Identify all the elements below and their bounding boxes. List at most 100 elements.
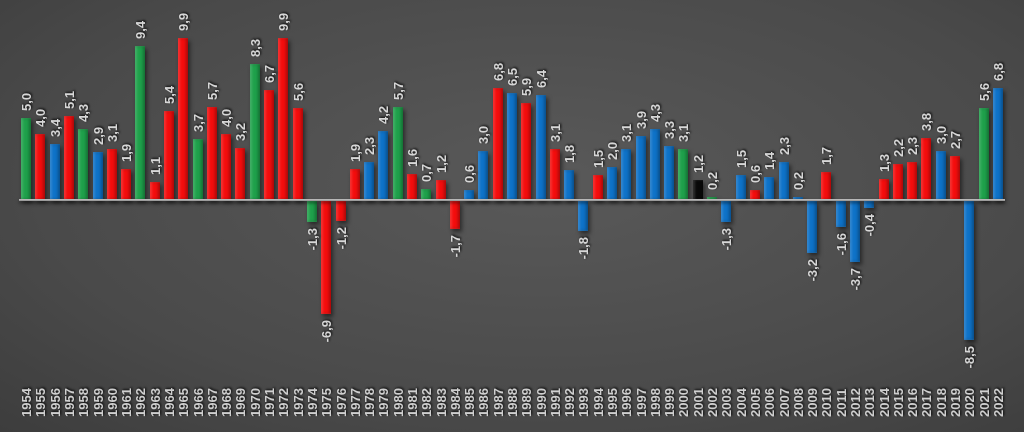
- year-label-1968: 1968: [218, 388, 234, 417]
- value-label-1960: 3,1: [104, 124, 120, 143]
- value-label-1954: 5,0: [18, 92, 34, 111]
- bar-1999: [664, 145, 675, 200]
- value-label-2015: 2,2: [890, 138, 906, 157]
- year-label-1992: 1992: [561, 388, 577, 417]
- value-label-2006: 1,4: [761, 151, 777, 171]
- value-label-1988: 6,5: [504, 68, 520, 87]
- value-label-1958: 4,3: [75, 104, 91, 123]
- year-label-1955: 1955: [32, 388, 48, 417]
- year-label-1985: 1985: [461, 388, 477, 417]
- value-label-2011: -1,6: [833, 233, 849, 256]
- bar-1973: [292, 108, 303, 200]
- value-label-1987: 6,8: [490, 63, 506, 82]
- year-label-1990: 1990: [533, 388, 549, 417]
- year-label-1996: 1996: [618, 388, 634, 417]
- value-label-2012: -3,7: [847, 267, 863, 291]
- value-label-1969: 3,2: [232, 122, 248, 141]
- bar-1981: [406, 173, 417, 200]
- bar-2012: [849, 201, 860, 262]
- bar-2008: [792, 196, 803, 200]
- bar-2010: [821, 172, 832, 200]
- value-label-1993: -1,8: [575, 236, 591, 259]
- bar-2005: [749, 190, 760, 200]
- year-label-2010: 2010: [818, 388, 834, 417]
- value-label-1975: -6,9: [318, 320, 334, 343]
- year-label-1969: 1969: [232, 388, 248, 417]
- value-label-1989: 5,9: [518, 78, 534, 97]
- year-label-2022: 2022: [990, 388, 1006, 417]
- year-label-1994: 1994: [590, 388, 606, 417]
- value-label-1983: 1,2: [433, 155, 449, 174]
- value-label-2008: 0,2: [790, 171, 806, 190]
- bar-1993: [578, 201, 589, 231]
- year-label-1970: 1970: [247, 388, 263, 417]
- bar-1957: [64, 116, 74, 200]
- year-label-1999: 1999: [661, 388, 677, 417]
- year-label-1959: 1959: [90, 388, 106, 417]
- value-label-2013: -0,4: [861, 213, 877, 236]
- year-label-2005: 2005: [747, 388, 763, 417]
- bar-1998: [649, 129, 660, 200]
- bar-2019: [949, 155, 960, 200]
- value-label-1978: 2,3: [361, 137, 377, 156]
- bar-1976: [335, 201, 346, 221]
- value-label-2017: 3,8: [918, 112, 934, 131]
- year-label-1957: 1957: [61, 388, 77, 417]
- bar-1994: [592, 175, 603, 200]
- value-label-2005: 0,6: [747, 165, 763, 184]
- value-label-1997: 3,9: [633, 110, 649, 130]
- bar-2003: [721, 201, 732, 223]
- year-label-1973: 1973: [290, 388, 306, 417]
- bar-2002: [707, 196, 718, 200]
- value-label-1992: 1,8: [561, 145, 577, 164]
- value-label-1994: 1,5: [590, 150, 606, 169]
- year-label-2009: 2009: [804, 388, 820, 417]
- year-label-1965: 1965: [175, 388, 191, 417]
- value-label-1955: 4,0: [32, 109, 48, 128]
- bar-2016: [907, 162, 918, 200]
- year-label-1989: 1989: [518, 388, 534, 417]
- value-label-2016: 2,3: [904, 137, 920, 156]
- bar-2020: [964, 201, 975, 341]
- year-label-2021: 2021: [976, 388, 992, 417]
- year-label-2004: 2004: [733, 388, 749, 417]
- year-label-1958: 1958: [75, 388, 91, 417]
- value-label-1965: 9,9: [175, 12, 191, 31]
- year-label-2020: 2020: [961, 388, 977, 417]
- bar-1954: [21, 118, 32, 200]
- value-label-1996: 3,1: [618, 124, 634, 143]
- year-label-1991: 1991: [547, 388, 563, 417]
- bar-1978: [364, 162, 375, 200]
- bar-1982: [421, 188, 432, 200]
- value-label-2010: 1,7: [818, 147, 834, 166]
- bar-1991: [549, 149, 560, 200]
- value-label-1962: 9,4: [132, 20, 148, 39]
- bar-1983: [435, 180, 446, 200]
- bar-1960: [106, 149, 117, 200]
- bar-2004: [735, 175, 746, 200]
- bar-1984: [449, 201, 460, 229]
- bar-1968: [221, 134, 232, 200]
- bar-1956: [49, 144, 60, 200]
- year-label-1966: 1966: [190, 388, 206, 417]
- value-label-1998: 4,3: [647, 104, 663, 123]
- bar-2011: [835, 201, 846, 228]
- value-label-2003: -1,3: [718, 228, 734, 251]
- bar-1959: [92, 152, 103, 200]
- year-label-2015: 2015: [890, 388, 906, 417]
- bar-2007: [778, 162, 789, 200]
- year-label-2013: 2013: [861, 388, 877, 417]
- bar-1990: [535, 95, 546, 200]
- bar-2015: [892, 163, 903, 200]
- value-label-1981: 1,6: [404, 148, 420, 167]
- value-label-2019: 2,7: [947, 130, 963, 149]
- value-label-1966: 3,7: [190, 114, 206, 133]
- value-label-1995: 2,0: [604, 142, 620, 161]
- value-label-1980: 5,7: [390, 81, 406, 100]
- bar-1980: [392, 106, 403, 200]
- year-label-1976: 1976: [333, 388, 349, 417]
- year-label-1978: 1978: [361, 388, 377, 417]
- year-label-1961: 1961: [118, 388, 134, 417]
- bar-1997: [635, 136, 646, 200]
- value-label-1991: 3,1: [547, 124, 563, 143]
